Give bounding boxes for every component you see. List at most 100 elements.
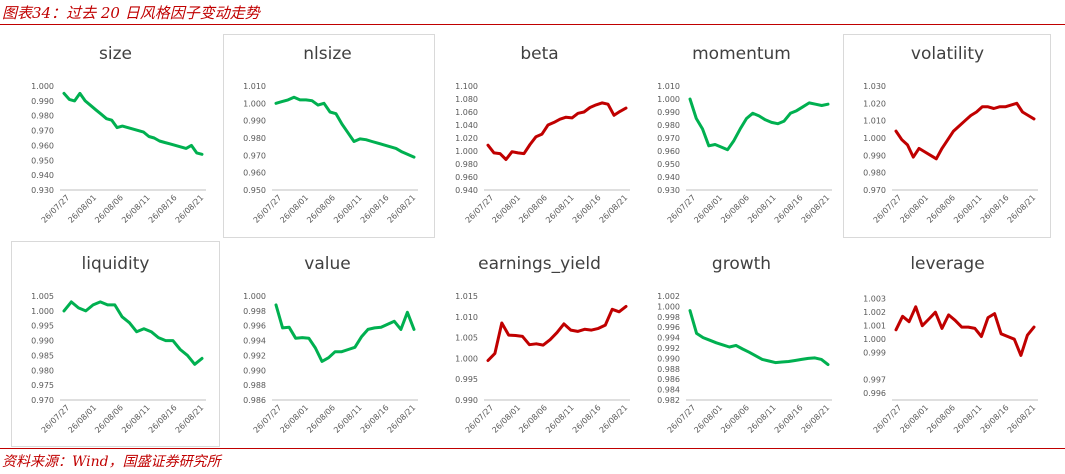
- source-note: 资料来源：Wind，国盛证券研究所: [2, 454, 221, 470]
- y-tick-label: 1.003: [863, 295, 886, 304]
- y-tick-label: 1.005: [455, 334, 478, 343]
- y-tick-label: 0.980: [455, 160, 478, 169]
- series-line-growth: [688, 309, 830, 367]
- chart-title: value: [304, 254, 351, 274]
- y-tick-label: 1.000: [657, 95, 680, 104]
- y-tick-label: 0.970: [31, 396, 54, 405]
- y-tick-label: 0.940: [31, 171, 54, 180]
- y-tick-label: 1.010: [863, 117, 886, 126]
- y-tick-label: 0.996: [863, 389, 886, 398]
- y-tick-label: 0.988: [657, 365, 680, 374]
- chart-panel-momentum: momentum 0.930 0.940 0.950 0.960 0.970 0.980 0.…: [636, 34, 847, 240]
- chart-panel-earnings-yield: earnings_yield 0.990 0.995 1.000 1.005 1.010 1…: [434, 244, 645, 450]
- y-tick-label: 1.020: [455, 134, 478, 143]
- y-tick-label: 0.986: [243, 396, 266, 405]
- y-tick-label: 0.984: [657, 386, 680, 395]
- series-line-liquidity: [62, 300, 204, 366]
- y-tick-label: 0.980: [863, 169, 886, 178]
- line-chart: 0.970 0.975 0.980 0.985 0.990 0.995 1.000 1.005…: [31, 292, 206, 435]
- y-tick-label: 0.950: [31, 156, 54, 165]
- y-tick-label: 0.995: [31, 322, 54, 331]
- y-tick-label: 1.020: [863, 99, 886, 108]
- y-tick-label: 0.960: [455, 173, 478, 182]
- y-tick-label: 1.000: [863, 134, 886, 143]
- line-chart: 0.986 0.988 0.990 0.992 0.994 0.996 0.998 1.000…: [243, 292, 418, 435]
- y-tick-label: 0.998: [243, 307, 266, 316]
- y-tick-label: 0.985: [31, 351, 54, 360]
- y-tick-label: 1.060: [455, 108, 478, 117]
- y-tick-label: 1.000: [243, 99, 266, 108]
- chart-title: momentum: [692, 44, 791, 64]
- y-tick-label: 1.000: [243, 292, 266, 301]
- chart-title: growth: [711, 254, 772, 274]
- line-chart: 0.9500.9600.9700.9800.9901.0001.01026/07…: [243, 82, 418, 225]
- series-line-value: [274, 303, 416, 363]
- y-tick-label: 0.994: [243, 337, 266, 346]
- x-tick-label: 26/08/21: [174, 193, 206, 225]
- x-tick-label: 26/08/21: [800, 403, 832, 435]
- y-tick-label: 1.040: [455, 121, 478, 130]
- y-tick-label: 1.100: [455, 82, 478, 91]
- y-tick-label: 0.940: [455, 186, 478, 195]
- y-tick-label: 0.990: [657, 354, 680, 363]
- line-chart: 0.9700.9800.9901.0001.0101.0201.03026/07…: [863, 82, 1038, 225]
- y-tick-label: 1.000: [455, 354, 478, 363]
- y-tick-label: 1.030: [863, 82, 886, 91]
- y-tick-label: 0.960: [657, 147, 680, 156]
- y-tick-label: 0.950: [657, 160, 680, 169]
- y-tick-label: 0.990: [31, 97, 54, 106]
- y-tick-label: 0.930: [657, 186, 680, 195]
- chart-title: leverage: [910, 254, 985, 274]
- line-chart: 0.930 0.940 0.950 0.960 0.970 0.980 0.990 1.000…: [31, 82, 206, 225]
- chart-title: beta: [520, 44, 559, 64]
- panel-frame: [223, 34, 435, 238]
- x-tick-label: 26/08/21: [386, 403, 418, 435]
- y-tick-label: 0.990: [863, 151, 886, 160]
- y-tick-label: 1.005: [31, 292, 54, 301]
- y-tick-label: 1.080: [455, 95, 478, 104]
- series-line-momentum: [688, 97, 830, 152]
- chart-panel-value: value 0.986 0.988 0.990 0.992 0.994 0.996 0.998…: [222, 244, 433, 450]
- panel-frame: [11, 241, 220, 447]
- y-tick-label: 1.001: [863, 322, 886, 331]
- y-tick-label: 0.988: [243, 381, 266, 390]
- top-divider: [0, 24, 1065, 25]
- chart-panel-liquidity: liquidity 0.970 0.975 0.980 0.985 0.990 0.995 1…: [10, 244, 221, 450]
- y-tick-label: 1.010: [657, 82, 680, 91]
- x-tick-label: 26/08/21: [598, 193, 630, 225]
- y-tick-label: 0.990: [455, 396, 478, 405]
- line-chart: 0.9960.9970.9991.0001.0011.0021.00326/07…: [863, 295, 1038, 435]
- y-tick-label: 0.990: [243, 366, 266, 375]
- y-tick-label: 0.999: [863, 349, 886, 358]
- series-line-leverage: [894, 305, 1036, 357]
- y-tick-label: 0.996: [657, 323, 680, 332]
- x-tick-label: 26/08/21: [1006, 193, 1038, 225]
- chart-panel-size: size 0.930 0.940 0.950 0.960 0.970 0.980 0.990 1…: [10, 34, 221, 240]
- y-tick-label: 0.940: [657, 173, 680, 182]
- y-tick-label: 1.000: [863, 335, 886, 344]
- y-tick-label: 0.975: [31, 381, 54, 390]
- chart-panel-volatility: volatility 0.970 0.980 0.990 1.000 1.010 1.020…: [842, 34, 1053, 240]
- chart-title: nlsize: [303, 44, 352, 64]
- chart-panel-growth: growth 0.982 0.984 0.986 0.988 0.990 0.992 0.99…: [636, 244, 847, 450]
- y-tick-label: 1.000: [31, 307, 54, 316]
- y-tick-label: 0.982: [657, 396, 680, 405]
- y-tick-label: 0.990: [31, 337, 54, 346]
- line-chart: 0.940 0.960 0.980 1.000 1.020 1.040 1.060 1.080…: [455, 82, 630, 225]
- line-chart: 0.930 0.940 0.950 0.960 0.970 0.980 0.990 1.000…: [657, 82, 832, 225]
- y-tick-label: 0.970: [657, 134, 680, 143]
- y-tick-label: 1.015: [455, 292, 478, 301]
- y-tick-label: 0.997: [863, 376, 886, 385]
- y-tick-label: 0.990: [657, 108, 680, 117]
- y-tick-label: 0.995: [455, 375, 478, 384]
- y-tick-label: 0.980: [243, 134, 266, 143]
- chart-panel-leverage: leverage 0.996 0.997 0.999 1.000 1.001 1.002 1.…: [842, 244, 1053, 450]
- y-tick-label: 0.986: [657, 375, 680, 384]
- y-tick-label: 1.000: [455, 147, 478, 156]
- y-tick-label: 0.970: [863, 186, 886, 195]
- x-tick-label: 26/08/21: [800, 193, 832, 225]
- series-line-size: [62, 91, 204, 156]
- x-tick-label: 26/08/21: [598, 403, 630, 435]
- chart-title: liquidity: [81, 254, 150, 274]
